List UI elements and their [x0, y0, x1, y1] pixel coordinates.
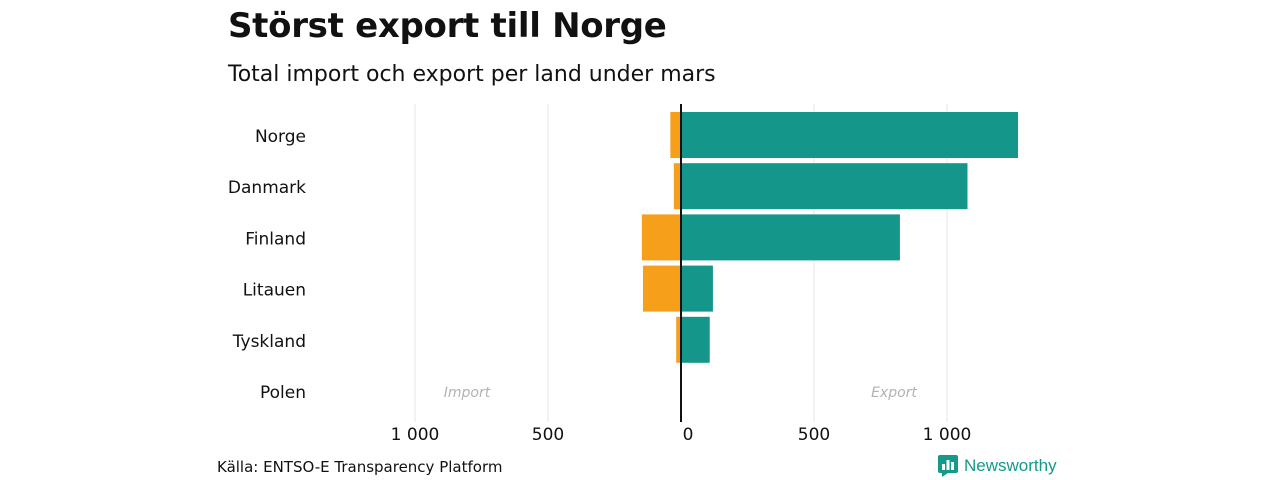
x-tick-label: 1 000	[391, 425, 440, 445]
x-tick-label: 0	[683, 425, 694, 445]
import-bar	[641, 214, 681, 261]
chart-subtitle: Total import och export per land under m…	[228, 62, 716, 87]
export-bar	[681, 265, 713, 312]
import-bar	[673, 163, 681, 210]
import-bar	[676, 316, 681, 363]
export-side-label: Export	[871, 385, 917, 401]
import-side-label: Import	[444, 385, 491, 401]
export-bar	[681, 112, 1019, 158]
category-label: Norge	[255, 127, 306, 147]
brand-name: Newsworthy	[964, 456, 1057, 475]
chart-title: Störst export till Norge	[228, 6, 667, 46]
category-label: Polen	[260, 383, 306, 403]
export-bar	[681, 214, 900, 261]
newsworthy-logo-icon	[938, 455, 958, 477]
category-label: Finland	[245, 229, 306, 249]
import-bar	[642, 265, 681, 312]
category-label: Litauen	[243, 281, 306, 301]
export-bar	[681, 163, 968, 210]
export-bar	[681, 316, 710, 363]
x-tick-label: 1 000	[923, 425, 972, 445]
x-tick-label: 500	[798, 425, 830, 445]
diverging-bar-chart: Norge Danmark Finland Litauen Tyskland Polen I…	[228, 104, 1019, 445]
source-note: Källa: ENTSO-E Transparency Platform	[217, 458, 503, 476]
x-tick-label: 500	[532, 425, 564, 445]
brand-logo: Newsworthy	[938, 455, 1057, 477]
category-label: Tyskland	[232, 332, 306, 352]
import-bar	[670, 112, 681, 158]
category-label: Danmark	[228, 178, 306, 198]
